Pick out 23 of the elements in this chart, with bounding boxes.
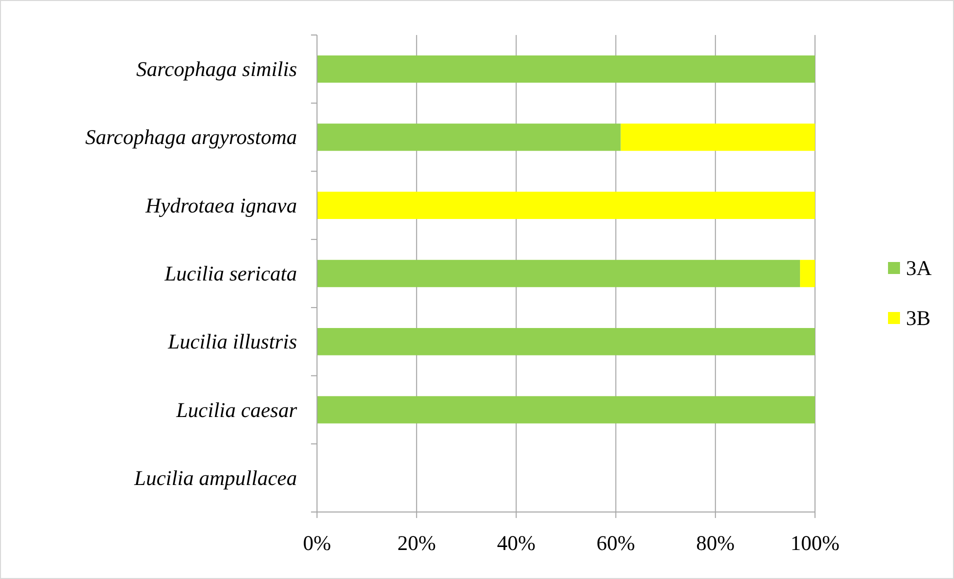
x-tick-label: 40%: [496, 531, 536, 555]
bar: [800, 260, 815, 288]
x-tick-label: 60%: [596, 531, 636, 555]
legend-label: 3A: [906, 256, 932, 280]
x-tick-label: 0%: [303, 531, 331, 555]
bar: [317, 260, 800, 288]
y-tick-label: Lucilia illustris: [167, 330, 297, 354]
y-tick-label: Hydrotaea ignava: [144, 193, 297, 218]
y-tick-label: Sarcophaga similis: [136, 57, 297, 82]
legend-label: 3B: [906, 306, 931, 330]
bar: [317, 192, 815, 219]
y-tick-label: Lucilia sericata: [164, 262, 297, 286]
y-tick-label: Lucilia caesar: [175, 398, 298, 422]
y-tick-label: Sarcophaga argyrostoma: [85, 125, 297, 150]
bar: [317, 396, 815, 424]
bar: [620, 124, 815, 151]
y-tick-label: Lucilia ampullacea: [133, 466, 297, 490]
bar: [317, 328, 815, 356]
x-tick-label: 20%: [397, 531, 436, 555]
bar: [317, 55, 815, 83]
x-tick-label: 80%: [696, 531, 735, 555]
x-tick-label: 100%: [790, 531, 840, 555]
bar: [317, 124, 621, 151]
